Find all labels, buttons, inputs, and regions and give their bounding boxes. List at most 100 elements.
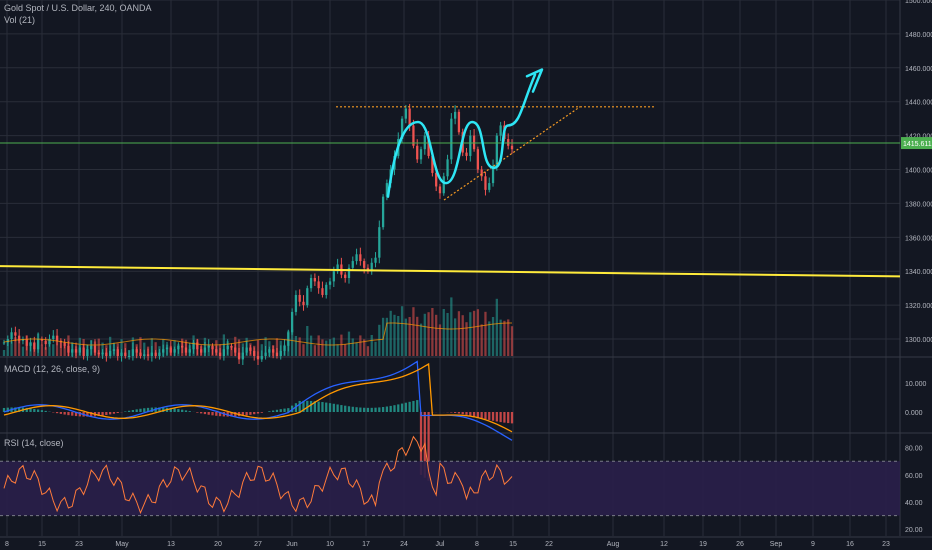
macd-hist-bar [6,407,9,412]
volume-bar [48,338,51,356]
price-tick-label: 1340.000 [905,269,932,276]
macd-hist-bar [256,412,260,414]
rsi-tick-label: 80.00 [905,446,923,453]
volume-bar [366,346,370,356]
macd-hist-bar [36,409,40,412]
macd-hist-bar [59,412,63,414]
macd-hist-bar [457,412,461,414]
macd-hist-bar [465,412,468,415]
rsi-band [0,461,900,516]
volume-bar [173,340,176,356]
candle [408,108,411,126]
volume-bar [40,344,44,356]
volume-bar [264,337,267,356]
macd-hist-bar [146,407,150,412]
time-tick-label: 24 [400,541,408,548]
volume-bar [450,297,453,356]
macd-hist-bar [199,412,203,414]
volume-bar [363,339,366,356]
candle [404,108,407,119]
volume-bar [93,341,97,356]
macd-hist-bar [135,409,138,412]
volume-bar [336,344,339,356]
volume-bar [290,329,294,356]
time-tick-label: 15 [509,541,517,548]
volume-bar [109,336,112,356]
volume-bar [226,341,229,356]
volume-bar [6,340,9,356]
macd-hist-bar [109,412,112,415]
macd-hist-bar [351,406,354,412]
volume-bar [256,340,260,356]
macd-hist-bar [385,406,389,412]
candle [336,264,339,272]
macd-hist-bar [309,400,313,412]
macd-tick-label: 0.000 [905,410,923,417]
macd-hist-bar [33,408,36,412]
volume-bar [237,339,241,356]
macd-hist-bar [101,412,104,416]
candle [472,135,476,150]
current-price-tag [901,137,932,150]
volume-bar [162,339,165,356]
time-tick-label: 10 [326,541,334,548]
candle [446,159,449,177]
time-tick-label: Sep [770,541,783,548]
volume-bar [476,309,480,356]
volume-bar [116,343,119,356]
candle [476,149,480,170]
volume-bar [184,339,188,356]
volume-bar [275,338,279,356]
time-tick-label: 15 [38,541,46,548]
volume-bar [400,306,404,356]
candle [325,284,328,295]
candle [2,342,6,344]
volume-bar [169,345,172,356]
candle [431,155,434,173]
volume-bar [510,326,514,356]
candle [400,118,404,140]
macd-hist-bar [488,412,491,420]
macd-hist-bar [495,412,498,422]
macd-hist-bar [389,405,392,412]
macd-hist-bar [203,412,207,415]
macd-line [3,360,513,441]
candle [427,135,430,156]
volume-bar [249,343,252,356]
macd-hist-bar [55,412,59,414]
macd-hist-bar [2,407,6,412]
candle [499,125,502,136]
volume-bar [385,317,389,356]
macd-hist-bar [188,411,191,412]
macd-hist-bar [503,412,506,423]
volume-bar [294,336,298,356]
volume-bar [408,317,411,356]
candle [290,311,294,333]
volume-bar [397,316,400,356]
volume-bar [25,335,28,356]
rsi-label: RSI (14, close) [4,438,64,448]
macd-hist-bar [404,402,407,412]
volume-bar [488,321,491,356]
macd-signal-line [3,362,513,433]
macd-hist-bar [78,412,81,417]
macd-hist-bar [359,407,362,412]
macd-hist-bar [283,408,286,412]
volume-bar [325,340,328,356]
volume-bar [199,346,203,356]
candle [491,166,495,184]
volume-bar [272,345,275,356]
macd-hist-bar [234,412,237,417]
volume-bar [63,345,66,356]
volume-bar [52,344,55,356]
macd-hist-bar [260,412,263,413]
volume-bar [472,310,476,356]
volume-bar [211,347,214,356]
price-tick-label: 1440.000 [905,100,932,107]
candle [14,332,17,336]
candle [302,301,305,306]
macd-hist-bar [196,412,199,413]
candle [309,278,313,289]
macd-hist-bar [378,407,381,412]
